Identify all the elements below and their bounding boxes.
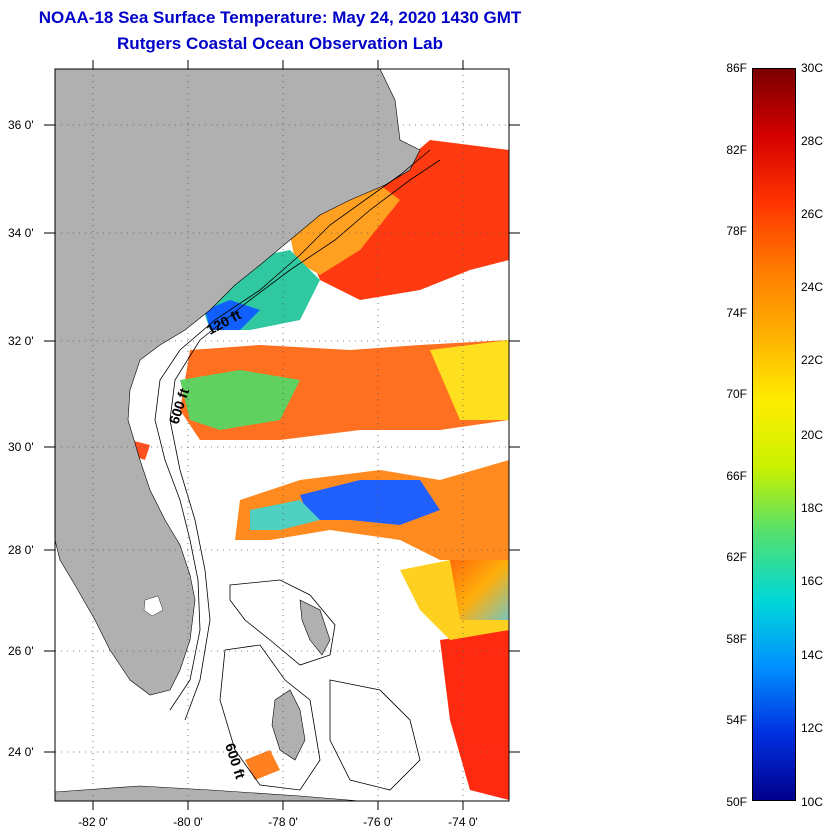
colorbar-c-26: 26C <box>801 207 824 221</box>
colorbar-f-74: 74F <box>726 306 747 320</box>
lat-tick-24: 24 0' <box>8 745 34 759</box>
colorbar-c-30: 30C <box>801 61 824 75</box>
colorbar-f-78: 78F <box>726 224 747 238</box>
land-abaco <box>299 599 331 656</box>
lat-tick-30: 30 0' <box>8 440 34 454</box>
temperature-colorbar <box>752 68 796 801</box>
map-border <box>54 68 510 802</box>
colorbar-f-82: 82F <box>726 143 747 157</box>
tick-marks <box>44 60 520 810</box>
colorbar-c-22: 22C <box>801 353 824 367</box>
sst-south-green <box>250 500 320 530</box>
contour-120ft <box>154 149 431 711</box>
colorbar-c-10: 10C <box>801 795 824 809</box>
lat-tick-26: 26 0' <box>8 644 34 658</box>
land-cuba <box>55 785 361 801</box>
colorbar-c-12: 12C <box>801 721 824 735</box>
sst-south-blue <box>300 480 440 525</box>
colorbar-c-14: 14C <box>801 648 824 662</box>
colorbar-c-20: 20C <box>801 428 824 442</box>
colorbar-f-86: 86F <box>726 61 747 75</box>
sst-blob-south <box>245 750 280 780</box>
sst-red-southeast <box>440 630 509 800</box>
lat-tick-32: 32 0' <box>8 334 34 348</box>
land-andros <box>271 689 306 761</box>
colorbar-c-18: 18C <box>801 501 824 515</box>
contour-bahamas <box>219 579 421 791</box>
sst-yellow-east <box>430 340 509 420</box>
lon-tick-74: -74 0' <box>448 815 478 829</box>
sst-warm-patch-north <box>300 140 509 300</box>
colorbar-c-16: 16C <box>801 574 824 588</box>
colorbar-f-54: 54F <box>726 713 747 727</box>
colorbar-f-50: 50F <box>726 795 747 809</box>
sst-mid-green <box>180 370 300 430</box>
lon-tick-80: -80 0' <box>173 815 203 829</box>
colorbar-f-66: 66F <box>726 469 747 483</box>
colorbar-c-24: 24C <box>801 280 824 294</box>
graticule <box>55 69 509 801</box>
colorbar-f-58: 58F <box>726 632 747 646</box>
sst-orange-nearshore <box>290 185 400 275</box>
sst-data-layer: 120 ft 600 ft 600 ft <box>55 69 509 801</box>
lon-tick-78: -78 0' <box>268 815 298 829</box>
lon-tick-76: -76 0' <box>363 815 393 829</box>
contour-600ft <box>169 159 441 721</box>
map-title: NOAA-18 Sea Surface Temperature: May 24,… <box>38 8 522 27</box>
colorbar-f-70: 70F <box>726 387 747 401</box>
colorbar-c-28: 28C <box>801 134 824 148</box>
lat-tick-28: 28 0' <box>8 543 34 557</box>
lat-tick-34: 34 0' <box>8 226 34 240</box>
sst-orange-southeast <box>450 560 509 620</box>
map-subtitle: Rutgers Coastal Ocean Observation Lab <box>117 34 443 53</box>
lon-tick-82: -82 0' <box>78 815 108 829</box>
lat-tick-36: 36 0' <box>8 118 34 132</box>
colorbar-f-62: 62F <box>726 550 747 564</box>
sst-blue-shelf <box>205 300 260 330</box>
land-lake-okeechobee <box>143 595 164 617</box>
